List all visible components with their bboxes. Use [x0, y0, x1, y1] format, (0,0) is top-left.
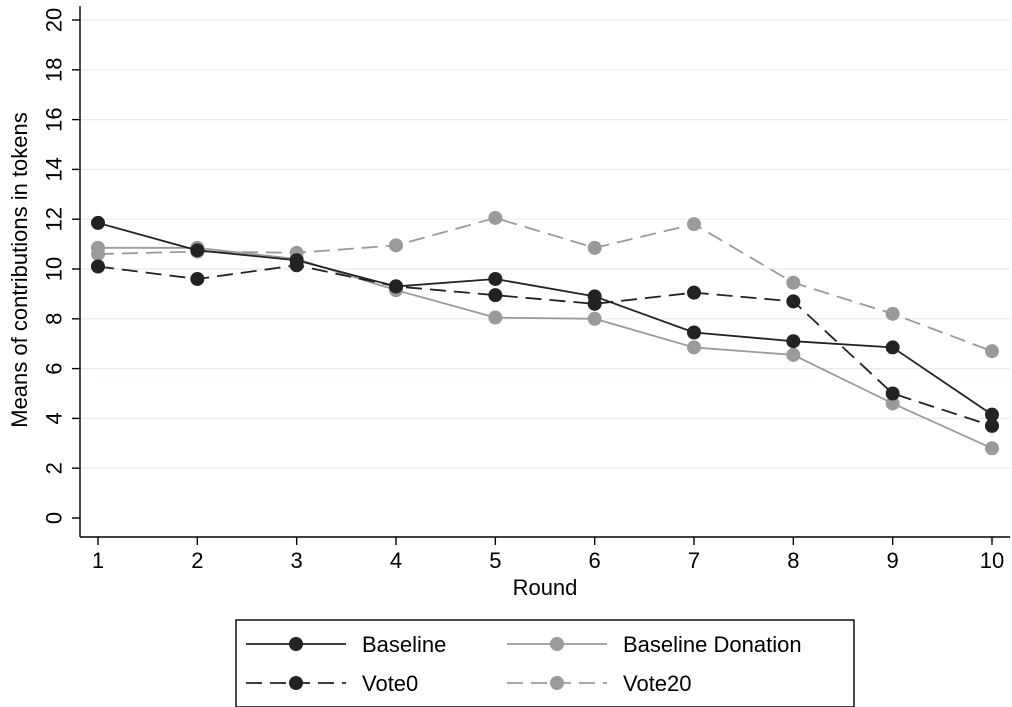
point-vote20-8	[786, 275, 801, 290]
x-tick-label-2: 2	[191, 548, 203, 573]
point-baseline-8	[786, 334, 801, 349]
x-tick-label-9: 9	[887, 548, 899, 573]
x-tick-label-8: 8	[787, 548, 799, 573]
y-tick-label-8: 8	[42, 313, 67, 325]
point-baseline-3	[289, 253, 304, 268]
y-tick-label-0: 0	[42, 512, 67, 524]
point-baseline-5	[488, 271, 503, 286]
x-axis-title: Round	[513, 575, 578, 600]
point-baseline-donation-9	[885, 396, 900, 411]
point-vote0-7	[687, 285, 701, 300]
legend-box	[235, 619, 855, 707]
x-tick-label-4: 4	[390, 548, 402, 573]
point-vote20-7	[687, 217, 701, 232]
point-baseline-donation-8	[786, 347, 801, 362]
point-baseline-6	[587, 289, 602, 304]
series-group	[91, 210, 999, 456]
y-tick-label-6: 6	[42, 362, 67, 374]
point-vote0-2	[190, 271, 205, 286]
point-baseline-donation-7	[687, 340, 701, 355]
point-vote20-5	[488, 210, 503, 225]
legend-marker-baseline-donation	[550, 637, 564, 651]
y-tick-label-10: 10	[42, 257, 67, 281]
point-baseline-9	[885, 340, 900, 355]
gridlines	[80, 19, 1010, 469]
point-baseline-7	[687, 325, 701, 340]
point-vote20-4	[389, 238, 403, 253]
x-tick-label-10: 10	[980, 548, 1004, 573]
x-tick-label-5: 5	[489, 548, 501, 573]
legend-label-vote0: Vote0	[362, 671, 418, 696]
series-line-baseline	[97, 222, 993, 416]
point-vote20-9	[885, 306, 900, 321]
legend-marker-vote20	[550, 676, 564, 690]
point-vote0-8	[786, 294, 801, 309]
y-tick-label-2: 2	[42, 462, 67, 474]
point-baseline-donation-5	[488, 310, 503, 325]
point-vote0-1	[91, 259, 105, 274]
legend-label-vote20: Vote20	[623, 671, 692, 696]
x-tick-label-1: 1	[92, 548, 104, 573]
y-tick-label-4: 4	[42, 412, 67, 424]
series-line-vote20	[97, 217, 993, 353]
point-baseline-donation-10	[985, 441, 999, 456]
legend-label-baseline: Baseline	[362, 632, 446, 657]
legend-label-baseline-donation: Baseline Donation	[623, 632, 802, 657]
point-baseline-donation-1	[91, 240, 105, 255]
point-vote20-10	[985, 344, 999, 359]
point-vote0-5	[488, 288, 503, 303]
series-line-vote0	[97, 264, 993, 427]
x-ticks: 1 2 3 4 5 6 7 8 9 10	[92, 537, 1004, 573]
point-baseline-donation-6	[587, 311, 602, 326]
legend: Baseline Baseline Donation Vote0 Vote20	[235, 619, 855, 707]
x-tick-label-7: 7	[688, 548, 700, 573]
point-baseline-1	[91, 215, 105, 230]
series-line-baseline-donation	[98, 246, 993, 450]
y-ticks: 0 2 4 6 8 10 12 14 16 18 20	[42, 8, 80, 524]
y-tick-label-18: 18	[42, 58, 67, 82]
point-vote0-9	[885, 386, 900, 401]
x-tick-label-6: 6	[589, 548, 601, 573]
y-tick-label-16: 16	[42, 107, 67, 131]
y-axis-title: Means of contributions in tokens	[7, 112, 32, 428]
legend-marker-vote0	[289, 676, 303, 690]
point-vote0-10	[985, 418, 999, 433]
legend-marker-baseline	[289, 637, 303, 651]
point-baseline-4	[389, 279, 403, 294]
point-vote20-6	[587, 240, 602, 255]
y-tick-label-14: 14	[42, 157, 67, 181]
point-baseline-2	[190, 243, 205, 258]
y-tick-label-12: 12	[42, 207, 67, 231]
x-tick-label-3: 3	[291, 548, 303, 573]
point-baseline-10	[985, 407, 999, 422]
y-tick-label-20: 20	[42, 8, 67, 32]
